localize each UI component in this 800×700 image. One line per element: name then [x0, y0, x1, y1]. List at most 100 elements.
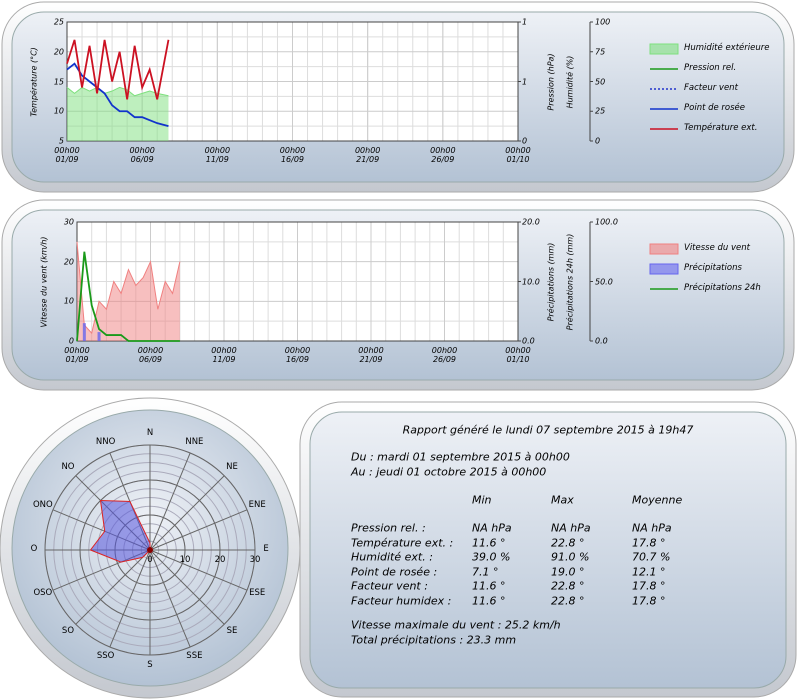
- y2-tick-label: 20.0: [522, 217, 540, 227]
- x-tick-label: 00h00 06/09: [129, 146, 155, 165]
- area-fill: [77, 241, 180, 341]
- direction-label: SSO: [96, 651, 115, 662]
- report-cell: Température ext. :: [351, 536, 454, 550]
- y2-tick-label: 1: [522, 17, 528, 27]
- y2-axis-label: Pression (hPa): [546, 52, 556, 111]
- report-cell: NA hPa: [551, 521, 591, 535]
- y-axis-label: Température (°C): [29, 46, 39, 117]
- x-tick-label: 00h00 21/09: [354, 146, 381, 165]
- report-cell: Humidité ext. :: [351, 550, 433, 564]
- x-tick-label: 00h00 01/09: [64, 346, 90, 365]
- report-cell: 11.6 °: [472, 580, 506, 594]
- spoke: [149, 549, 248, 591]
- report-header: Moyenne: [632, 493, 683, 507]
- y2-axis-label: Précipitations (mm): [546, 242, 556, 321]
- x-tick-label: 00h00 01/10: [505, 346, 531, 365]
- legend-label: Point de rosée: [684, 103, 746, 114]
- report-title: Rapport généré le lundi 07 septembre 201…: [402, 423, 694, 437]
- y-tick-label: 20: [63, 257, 74, 267]
- y-axis-label: Vitesse du vent (km/h): [39, 235, 49, 328]
- report-cell: 17.8 °: [632, 580, 666, 594]
- y3-axis-label: Humidité (%): [565, 55, 575, 108]
- r-tick-label: 10: [179, 555, 191, 565]
- report-from: Du : mardi 01 septembre 2015 à 00h00: [351, 450, 570, 464]
- y3-tick-label: 75: [595, 47, 606, 57]
- report-cell: 91.0 %: [551, 550, 590, 564]
- report-total-rain: Total précipitations : 23.3 mm: [351, 633, 517, 647]
- y-tick-label: 5: [58, 136, 64, 146]
- report-cell: 7.1 °: [472, 565, 499, 579]
- x-tick-label: 00h00 01/10: [505, 146, 531, 165]
- report-cell: 17.8 °: [632, 536, 666, 550]
- y3-tick-label: 25: [595, 106, 606, 116]
- report-to: Au : jeudi 01 octobre 2015 à 00h00: [351, 465, 547, 479]
- report-cell: Pression rel. :: [351, 521, 426, 535]
- report-cell: Point de rosée :: [351, 565, 438, 579]
- legend-label: Vitesse du vent: [684, 243, 750, 254]
- report-cell: NA hPa: [472, 521, 512, 535]
- spoke: [149, 475, 225, 551]
- report-header: Max: [551, 493, 574, 507]
- report-header: Min: [472, 493, 492, 507]
- y-tick-label: 30: [63, 217, 74, 227]
- direction-label: NO: [61, 462, 75, 473]
- legend-swatch: [649, 263, 679, 275]
- report-cell: 12.1 °: [632, 565, 666, 579]
- bar: [82, 323, 86, 341]
- rose-area: [89, 499, 151, 563]
- legend-swatch: [649, 243, 679, 255]
- center-dot: [147, 547, 153, 553]
- spoke: [149, 509, 248, 551]
- x-tick-label: 00h00 26/09: [431, 346, 458, 365]
- legend-label: Température ext.: [684, 123, 758, 134]
- series-line: [76, 241, 181, 335]
- direction-label: NNO: [95, 436, 116, 447]
- report-cell: 22.8 °: [551, 594, 585, 608]
- direction-label: SSE: [186, 651, 203, 662]
- direction-label: SE: [226, 626, 238, 637]
- direction-label: N: [146, 428, 154, 439]
- x-tick-label: 00h00 16/09: [284, 346, 311, 365]
- y-tick-label: 15: [53, 76, 64, 86]
- y2-tick-label: 10.0: [522, 276, 540, 286]
- report-cell: 19.0 °: [551, 565, 585, 579]
- legend-label: Humidité extérieure: [684, 43, 770, 54]
- direction-label: NNE: [185, 436, 204, 447]
- y3-tick-label: 0.0: [595, 336, 608, 346]
- x-tick-label: 00h00 26/09: [430, 146, 456, 165]
- series-line: [76, 251, 180, 342]
- spoke: [75, 549, 151, 625]
- r-tick-label: 0: [147, 555, 153, 565]
- direction-label: NE: [226, 462, 238, 473]
- area-fill: [67, 87, 169, 141]
- report-cell: Facteur vent :: [351, 580, 428, 594]
- y-tick-label: 0: [68, 336, 74, 346]
- report-cell: 11.6 °: [472, 536, 506, 550]
- x-tick-label: 00h00 01/09: [54, 146, 80, 165]
- series-line: [66, 39, 170, 100]
- y3-tick-label: 100: [595, 17, 611, 27]
- y-tick-label: 10: [53, 106, 64, 116]
- x-tick-label: 00h00 21/09: [358, 346, 384, 365]
- direction-label: ONO: [32, 499, 53, 510]
- y2-tick-label: 0.0: [522, 336, 535, 346]
- x-tick-label: 00h00 11/09: [204, 146, 231, 165]
- direction-label: SO: [61, 626, 75, 637]
- y3-tick-label: 50: [595, 76, 606, 86]
- report-max-wind: Vitesse maximale du vent : 25.2 km/h: [351, 618, 561, 632]
- legend-label: Pression rel.: [684, 63, 737, 74]
- report-cell: Facteur humidex :: [351, 594, 452, 608]
- direction-label: ENE: [248, 499, 266, 510]
- y3-tick-label: 0: [595, 136, 601, 146]
- legend-label: Précipitations: [684, 263, 742, 274]
- spoke: [149, 549, 225, 625]
- y2-tick-label: 0: [522, 136, 528, 146]
- spoke: [149, 549, 191, 648]
- direction-label: OSO: [33, 588, 53, 599]
- direction-label: E: [263, 544, 269, 555]
- legend-label: Facteur vent: [684, 83, 738, 94]
- panel: [309, 411, 787, 689]
- legend-label: Précipitations 24h: [684, 283, 761, 294]
